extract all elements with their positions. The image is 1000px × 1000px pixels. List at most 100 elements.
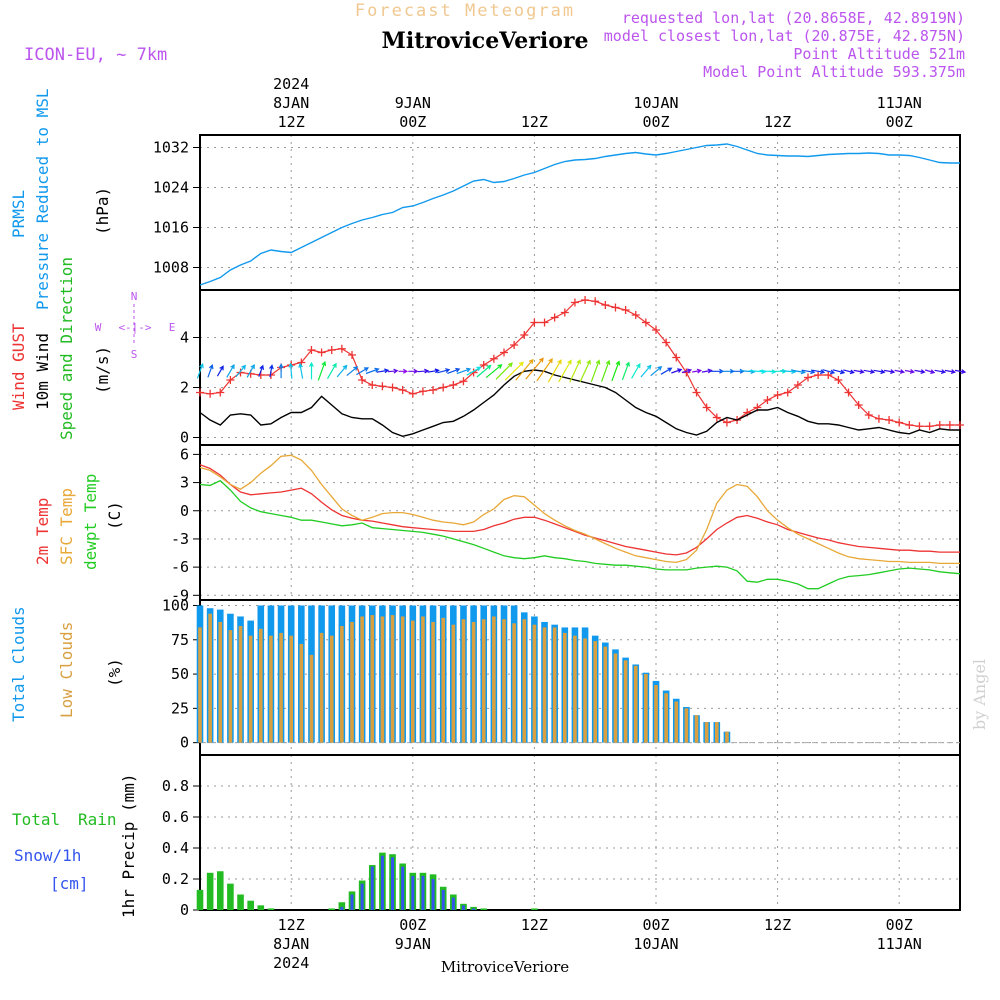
y-tick-label: 0 (180, 502, 189, 520)
prmsl-label: PRMSL (9, 190, 28, 238)
wind-direction-arrow (408, 368, 419, 374)
wind-gust-marker (814, 371, 823, 379)
wind-gust-marker (925, 422, 934, 431)
wind-gust-marker (854, 401, 863, 409)
snow-bar (431, 879, 435, 910)
wind-gust-marker (398, 386, 407, 394)
rain-bar (196, 889, 204, 910)
wind-direction-arrow (466, 366, 482, 376)
bottom-time-label: 9JAN (395, 935, 431, 953)
watermark: by Angel (970, 659, 989, 730)
precip-labels: Total Rain Snow/1h [cm] 1hr Precip (mm) (12, 774, 138, 919)
compass-east: E (169, 321, 176, 334)
wind-direction-arrow (934, 369, 947, 374)
bottom-time-label: 00Z (642, 916, 669, 934)
wind-direction-arrow (495, 362, 513, 380)
wind-direction-arrow (569, 359, 581, 383)
wind-direction-arrow (843, 369, 855, 375)
low-cloud-bar (451, 624, 456, 743)
low-cloud-bar (350, 621, 354, 743)
y-tick-label: 0 (180, 734, 189, 752)
wind-gust-marker (439, 383, 448, 392)
low-cloud-bar (532, 624, 537, 743)
wind-direction-arrow (376, 368, 390, 374)
wind-direction-arrow (258, 364, 264, 377)
wind-gust-marker (874, 414, 883, 423)
snow-bar (401, 866, 405, 910)
low-cloud-bar (522, 619, 527, 743)
low-cloud-bar (279, 632, 283, 743)
low-cloud-bar (299, 643, 304, 743)
low-cloud-bar (471, 621, 476, 743)
wind-gust-marker (378, 382, 387, 391)
temp-labels: 2m Temp SFC Temp dewpt Temp (C) (33, 474, 124, 570)
y-tick-label: 4 (180, 329, 189, 347)
wind-gust-marker (783, 388, 792, 397)
wind-direction-arrow (601, 359, 611, 382)
page-title: MitroviceVeriore (382, 28, 589, 54)
wind-gust-marker (692, 388, 701, 397)
top-time-label: 9JAN (395, 94, 431, 112)
y-tick-label: 0 (180, 429, 189, 447)
y-tick-label: 2 (180, 379, 189, 397)
top-time-label: 10JAN (633, 94, 678, 112)
wind-gust-marker (885, 416, 894, 424)
requested-lonlat: requested lon,lat (20.8658E, 42.8919N) (622, 9, 965, 27)
y-tick-label: 0 (180, 901, 189, 919)
rain-bar (247, 900, 254, 910)
bottom-time-label: 10JAN (633, 935, 678, 953)
low-cloud-bar (654, 685, 658, 743)
temp-sfc-line (199, 454, 960, 565)
wind-gust-marker (337, 344, 346, 353)
compass-west: W (95, 321, 102, 334)
rain-bar (257, 905, 265, 910)
low-cloud-bar (644, 674, 648, 743)
celsius-label: (C) (105, 501, 124, 530)
wind-gust-marker (348, 351, 356, 359)
y-tick-label: 50 (171, 665, 189, 683)
low-cloud-bar (198, 627, 202, 743)
low-cloud-bar (704, 722, 709, 743)
wind-gust-marker (895, 418, 904, 427)
low-cloud-bar (228, 630, 233, 743)
low-cloud-bar (502, 619, 506, 743)
wind-gust-marker (479, 361, 488, 369)
temp-dewpt-label: dewpt Temp (81, 474, 100, 570)
snow-bar (421, 875, 425, 910)
wind-gust-marker (327, 346, 336, 354)
wind-gust-marker (915, 422, 924, 431)
closest-lonlat: model closest lon,lat (20.875E, 42.875N) (604, 27, 965, 45)
wind-direction-arrow (196, 363, 204, 379)
wind-gust-marker (358, 376, 367, 384)
snow-bar (411, 875, 415, 910)
snow-bar (380, 855, 384, 910)
y-tick-label: 1008 (153, 259, 189, 277)
wind-direction-arrow (437, 368, 451, 374)
wind-direction-arrow (427, 368, 440, 374)
y-tick-label: 1016 (153, 219, 189, 237)
snow-bar (360, 883, 364, 910)
y-tick-label: -9 (171, 586, 189, 604)
low-cloud-bar (208, 613, 212, 743)
wind-gust-marker (196, 388, 204, 397)
pressure-line (199, 143, 960, 286)
bottom-time-label: 8JAN (273, 935, 309, 953)
wind-gust-marker (388, 383, 397, 392)
wind-gust-marker (581, 296, 590, 304)
bottom-time-label: 2024 (273, 954, 309, 972)
temp-2m-line (199, 464, 960, 556)
wind-direction-arrow (547, 359, 562, 383)
low-cloud-bar (370, 615, 375, 743)
snow-bar (350, 894, 354, 910)
y-tick-label: -6 (171, 558, 189, 576)
cloud-labels: Total Clouds Low Clouds (%) (9, 606, 124, 722)
low-cloud-bar (269, 635, 273, 743)
y-tick-label: -3 (171, 530, 189, 548)
y-tick-label: 3 (180, 474, 189, 492)
hpa-label: (hPa) (93, 187, 112, 235)
wind-direction-arrow (579, 359, 591, 383)
percent-label: (%) (105, 658, 124, 687)
low-cloud-bar (694, 715, 699, 743)
y-tick-label: 6 (180, 445, 189, 463)
